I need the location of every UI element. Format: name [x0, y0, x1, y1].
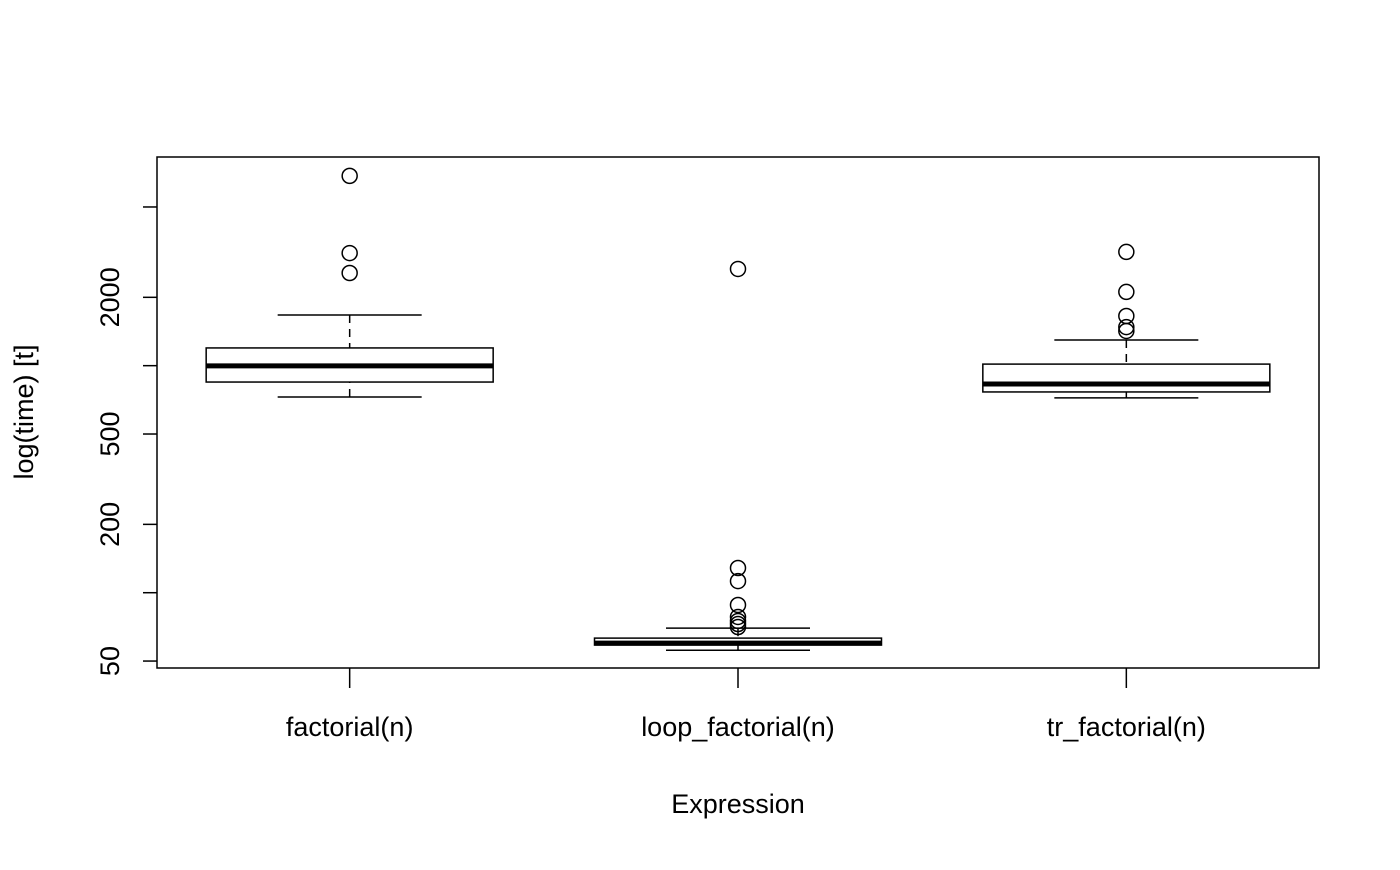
outlier	[729, 260, 747, 278]
outlier	[1118, 307, 1135, 325]
outlier	[1118, 318, 1135, 336]
x-axis-title: Expression	[671, 789, 805, 819]
box	[982, 363, 1271, 393]
outlier	[1118, 283, 1135, 301]
outlier	[341, 244, 358, 262]
outlier	[341, 167, 358, 185]
outlier	[1118, 243, 1135, 261]
outlier	[729, 608, 747, 626]
outlier	[729, 596, 747, 614]
x-tick-label: factorial(n)	[286, 712, 414, 742]
x-tick-label: tr_factorial(n)	[1047, 712, 1206, 742]
outlier	[729, 572, 747, 590]
outlier	[1118, 322, 1135, 340]
y-tick-label: 50	[95, 646, 125, 676]
plot-frame	[156, 156, 1320, 669]
y-tick-label: 200	[95, 502, 125, 547]
y-tick-label: 500	[95, 411, 125, 456]
y-axis-title: log(time) [t]	[9, 344, 39, 479]
outlier	[729, 559, 747, 577]
outlier	[729, 612, 747, 630]
y-tick-label: 2000	[95, 267, 125, 327]
outlier	[341, 264, 358, 282]
x-tick-label: loop_factorial(n)	[641, 712, 835, 742]
